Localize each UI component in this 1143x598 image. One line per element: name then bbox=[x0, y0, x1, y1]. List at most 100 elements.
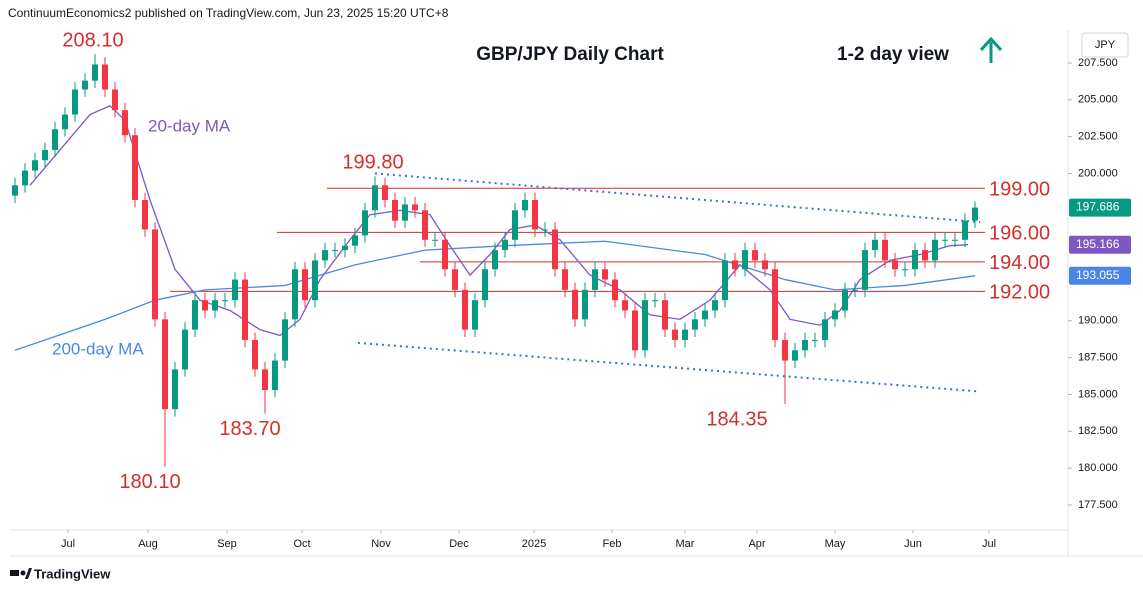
candle-body bbox=[572, 289, 578, 320]
candle-body bbox=[912, 250, 918, 270]
candle-body bbox=[712, 300, 718, 311]
y-tick-label: 177.500 bbox=[1078, 499, 1118, 511]
candle-body bbox=[642, 300, 648, 351]
candle-body bbox=[42, 149, 48, 161]
candle-body bbox=[112, 89, 118, 111]
price-annotation: 208.10 bbox=[62, 29, 123, 51]
candle-body bbox=[702, 310, 708, 320]
ma200-label: 200-day MA bbox=[52, 339, 144, 358]
candle-body bbox=[442, 239, 448, 270]
candle-body bbox=[332, 250, 338, 252]
candle-body bbox=[722, 260, 728, 301]
candle-body bbox=[482, 269, 488, 301]
candle-body bbox=[732, 260, 738, 270]
trendline bbox=[374, 172, 981, 224]
x-tick-label: 2025 bbox=[522, 538, 546, 550]
candle-body bbox=[552, 229, 558, 270]
ma20-price-tag: 195.166 bbox=[1076, 237, 1120, 251]
x-tick-label: Oct bbox=[293, 538, 310, 550]
plot-area: 199.00 196.00 194.00 192.00 208.10 180.10 183.… bbox=[12, 29, 1050, 493]
candle-body bbox=[452, 269, 458, 290]
candle-body bbox=[622, 300, 628, 311]
candle-body bbox=[652, 300, 658, 302]
currency-box[interactable] bbox=[1081, 32, 1129, 58]
candle-body bbox=[242, 279, 248, 340]
candle-body bbox=[202, 300, 208, 311]
ma20-price-tag-bg bbox=[1069, 235, 1131, 254]
candle-body bbox=[542, 229, 548, 231]
chart-subtitle: 1-2 day view bbox=[837, 44, 949, 65]
logo-mark bbox=[20, 570, 26, 576]
candle-body bbox=[362, 210, 368, 236]
candle-body bbox=[282, 319, 288, 361]
candle-body bbox=[232, 279, 238, 301]
candle-body bbox=[22, 170, 28, 186]
candle-body bbox=[402, 204, 408, 221]
candle-body bbox=[672, 329, 678, 340]
candle-body bbox=[292, 269, 298, 320]
ma20-label: 20-day MA bbox=[148, 116, 231, 135]
level-label: 194.00 bbox=[989, 252, 1050, 274]
x-tick-label: Aug bbox=[138, 538, 158, 550]
candle-body bbox=[272, 360, 278, 391]
trendline bbox=[357, 341, 981, 393]
candle-body bbox=[832, 310, 838, 320]
candle-body bbox=[262, 369, 268, 391]
level-label: 196.00 bbox=[989, 223, 1050, 245]
candle-body bbox=[32, 160, 38, 171]
candle-body bbox=[562, 269, 568, 290]
candle-body bbox=[782, 339, 788, 361]
y-tick-label: 180.000 bbox=[1078, 462, 1118, 474]
candle-body bbox=[772, 269, 778, 340]
level-label: 199.00 bbox=[989, 179, 1050, 201]
candle-body bbox=[302, 269, 308, 301]
y-tick-label: 202.500 bbox=[1078, 131, 1118, 143]
y-tick-label: 187.500 bbox=[1078, 352, 1118, 364]
candle-body bbox=[922, 250, 928, 261]
price-annotation: 199.80 bbox=[342, 152, 403, 174]
x-tick-label: Sep bbox=[217, 538, 237, 550]
candle-body bbox=[182, 329, 188, 370]
candle-body bbox=[632, 310, 638, 351]
chart-title: GBP/JPY Daily Chart bbox=[476, 44, 664, 65]
candle-body bbox=[492, 250, 498, 270]
candle-body bbox=[252, 339, 258, 370]
price-annotation: 183.70 bbox=[219, 418, 280, 440]
candle-body bbox=[532, 200, 538, 230]
candle-body bbox=[792, 350, 798, 361]
candle-body bbox=[422, 210, 428, 240]
currency-label: JPY bbox=[1095, 39, 1116, 51]
candle-body bbox=[172, 369, 178, 410]
y-tick-label: 205.000 bbox=[1078, 94, 1118, 106]
ma200-price-tag-bg bbox=[1069, 266, 1131, 285]
candle-body bbox=[822, 319, 828, 340]
candle-body bbox=[132, 135, 138, 201]
x-tick-label: Jul bbox=[61, 538, 75, 550]
x-tick-label: Feb bbox=[603, 538, 622, 550]
publish-header: ContinuumEconomics2 published on Trading… bbox=[8, 6, 449, 20]
candle-body bbox=[682, 329, 688, 340]
moving-average bbox=[29, 104, 969, 337]
candle-body bbox=[802, 339, 808, 351]
level-label: 192.00 bbox=[989, 282, 1050, 304]
y-tick-label: 200.000 bbox=[1078, 167, 1118, 179]
price-annotation: 180.10 bbox=[119, 471, 180, 493]
candle-body bbox=[72, 89, 78, 115]
candle-body bbox=[502, 239, 508, 251]
candle-body bbox=[752, 250, 758, 261]
candle-body bbox=[952, 239, 958, 241]
candle-body bbox=[52, 129, 58, 150]
x-tick-label: Apr bbox=[748, 538, 765, 550]
candle-body bbox=[932, 239, 938, 261]
candle-body bbox=[152, 229, 158, 320]
candle-body bbox=[692, 319, 698, 330]
footer-brand: TradingView bbox=[34, 566, 111, 581]
candle-body bbox=[122, 110, 128, 136]
candle-body bbox=[102, 64, 108, 90]
candle-body bbox=[462, 289, 468, 330]
candle-body bbox=[812, 339, 818, 341]
candle-body bbox=[962, 220, 968, 240]
candle-body bbox=[892, 260, 898, 270]
y-tick-label: 185.000 bbox=[1078, 388, 1118, 400]
x-tick-label: Nov bbox=[371, 538, 391, 550]
